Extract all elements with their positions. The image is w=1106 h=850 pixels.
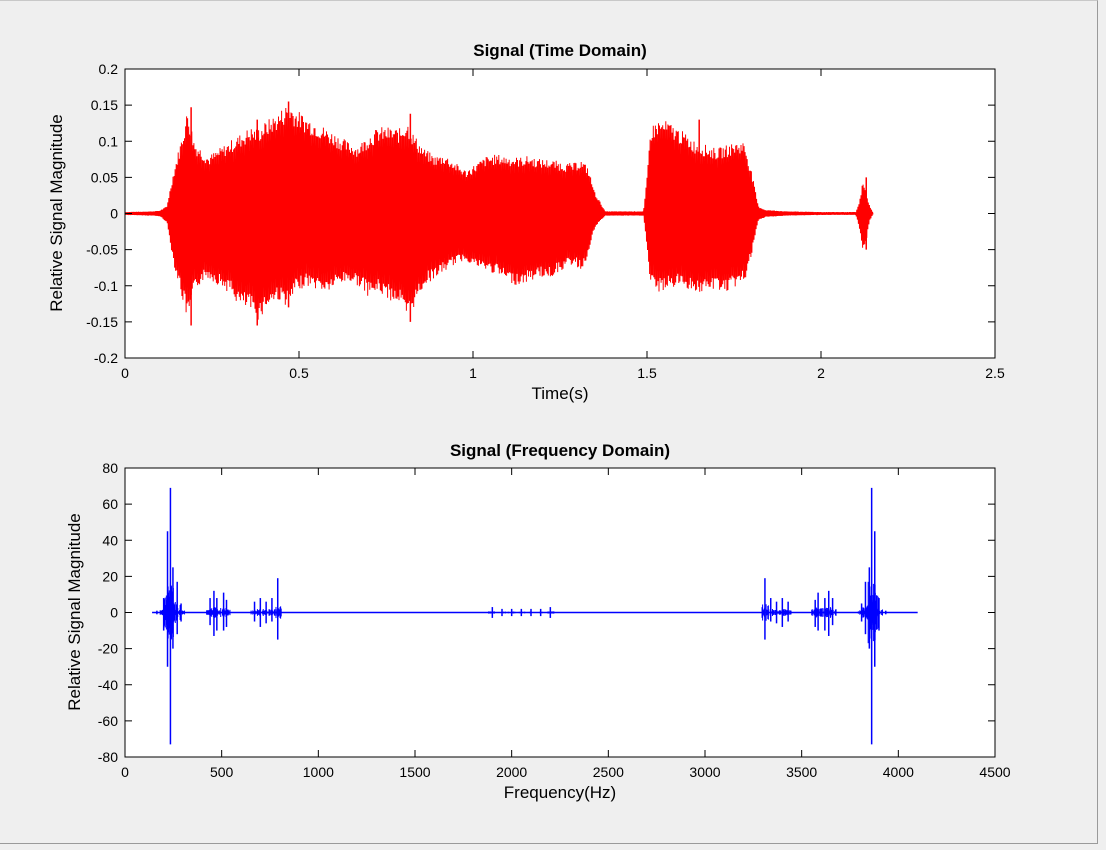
freq-y-tick-label: -60 xyxy=(98,713,118,729)
time-chart-title: Signal (Time Domain) xyxy=(473,41,647,60)
time-axes-box xyxy=(124,68,996,359)
time-y-tick-label: -0.2 xyxy=(94,350,118,366)
freq-x-tick-label: 1000 xyxy=(303,764,334,780)
time-y-tick-label: 0 xyxy=(110,206,118,222)
time-x-tick-label: 2 xyxy=(817,365,825,381)
freq-x-tick-label: 1500 xyxy=(399,764,430,780)
time-y-tick-label: 0.15 xyxy=(91,97,118,113)
time-x-tick-label: 2.5 xyxy=(985,365,1005,381)
freq-y-tick-label: 80 xyxy=(102,460,118,476)
time-y-tick-label: 0.2 xyxy=(99,61,119,77)
time-series-group xyxy=(124,101,874,326)
freq-y-tick-label: 40 xyxy=(102,532,118,548)
freq-x-tick-label: 2500 xyxy=(593,764,624,780)
freq-y-tick-label: -40 xyxy=(98,677,118,693)
time-domain-chart: 0 0.5 1 1.5 2 2.5 0.2 0.15 0.1 0.05 0 -0.05 -0.1 -0.1… xyxy=(47,41,1005,403)
freq-y-tick-label: 60 xyxy=(102,496,118,512)
time-x-tick-label: 1 xyxy=(469,365,477,381)
freq-y-axis-label: Relative Signal Magnitude xyxy=(65,513,84,711)
freq-x-tick-label: 500 xyxy=(210,764,234,780)
freq-y-tick-label: -80 xyxy=(98,749,118,765)
time-y-tick-label: -0.1 xyxy=(94,278,118,294)
time-x-tick-label: 0 xyxy=(121,365,129,381)
frequency-domain-chart: 0 500 1000 1500 2000 2500 3000 3500 4000 4500 80 60… xyxy=(65,441,1011,802)
time-x-tick-label: 0.5 xyxy=(289,365,309,381)
freq-y-tick-label: -20 xyxy=(98,641,118,657)
time-x-axis-label: Time(s) xyxy=(532,384,589,403)
freq-series-group xyxy=(152,487,918,745)
time-y-axis-label: Relative Signal Magnitude xyxy=(47,114,66,312)
freq-x-axis-label: Frequency(Hz) xyxy=(504,783,616,802)
time-y-tick-label: -0.05 xyxy=(86,242,118,258)
time-y-tick-label: -0.15 xyxy=(86,314,118,330)
time-x-tick-label: 1.5 xyxy=(637,365,657,381)
time-signal-waveform xyxy=(124,107,874,321)
freq-chart-title: Signal (Frequency Domain) xyxy=(450,441,670,460)
freq-ticks-group: 0 500 1000 1500 2000 2500 3000 3500 4000 4500 80 60… xyxy=(98,460,1011,780)
time-y-tick-label: 0.1 xyxy=(99,133,119,149)
freq-x-tick-label: 3500 xyxy=(786,764,817,780)
freq-y-tick-label: 0 xyxy=(110,605,118,621)
freq-y-tick-label: 20 xyxy=(102,568,118,584)
time-y-tick-label: 0.05 xyxy=(91,169,118,185)
freq-x-tick-label: 2000 xyxy=(496,764,527,780)
freq-axes-box xyxy=(124,467,996,758)
freq-x-tick-label: 4500 xyxy=(979,764,1010,780)
freq-x-tick-label: 3000 xyxy=(689,764,720,780)
freq-x-tick-label: 4000 xyxy=(883,764,914,780)
freq-x-tick-label: 0 xyxy=(121,764,129,780)
